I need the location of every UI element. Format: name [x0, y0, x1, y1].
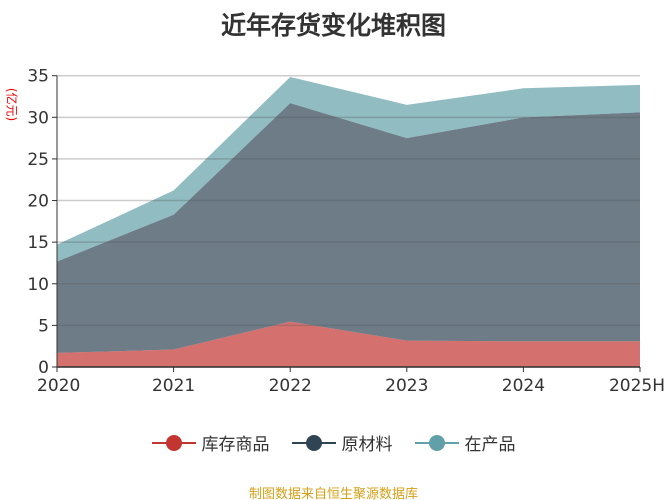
y-tick-label: 5 — [38, 316, 49, 336]
legend-marker-icon — [414, 434, 459, 451]
x-tick-label: 2025H — [609, 376, 665, 396]
y-tick-label: 25 — [27, 150, 49, 170]
legend-item[interactable]: 在产品 — [414, 430, 516, 455]
legend-item[interactable]: 库存商品 — [151, 430, 270, 455]
x-tick-label: 2022 — [269, 376, 312, 396]
y-tick-label: 20 — [27, 192, 49, 212]
y-tick-label: 35 — [27, 67, 49, 87]
legend-label: 库存商品 — [201, 435, 270, 455]
y-tick-label: 10 — [27, 275, 49, 295]
y-tick-label: 30 — [27, 108, 49, 128]
x-tick-label: 2024 — [502, 376, 545, 396]
x-tick-label: 2021 — [152, 376, 195, 396]
y-tick-label: 0 — [38, 358, 49, 378]
legend-marker-icon — [291, 434, 336, 451]
legend-label: 原材料 — [341, 435, 393, 455]
legend: 库存商品 原材料 在产品 — [0, 430, 667, 455]
legend-item[interactable]: 原材料 — [291, 430, 393, 455]
plot-area: 0 5 10 15 20 25 30 35 2020 2021 2022 2023 2024 2025H — [27, 67, 665, 396]
legend-marker-icon — [151, 434, 196, 451]
area-3 — [57, 76, 640, 262]
y-tick-label: 15 — [27, 233, 49, 253]
chart-title: 近年存货变化堆积图 — [220, 11, 446, 40]
x-tick-label: 2020 — [37, 376, 80, 396]
area-2 — [57, 103, 640, 353]
legend-label: 在产品 — [464, 435, 516, 455]
x-tick-label: 2023 — [385, 376, 428, 396]
source-note: 制图数据来自恒生聚源数据库 — [248, 487, 418, 500]
area-1 — [57, 321, 640, 367]
